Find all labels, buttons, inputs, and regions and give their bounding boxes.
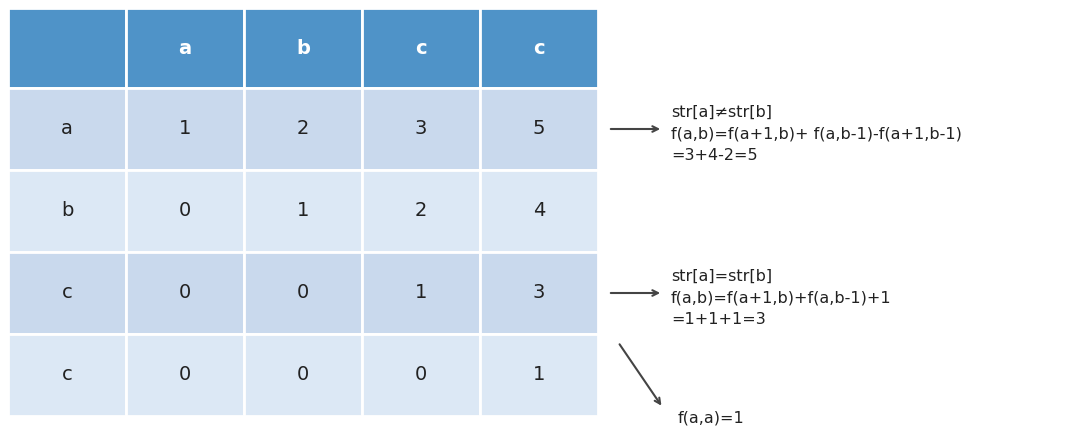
Text: 0: 0 — [179, 365, 191, 385]
Text: 0: 0 — [179, 201, 191, 221]
Text: a: a — [179, 38, 191, 58]
Bar — [7, 170, 126, 252]
Text: =1+1+1=3: =1+1+1=3 — [671, 313, 765, 327]
Text: c: c — [62, 283, 73, 303]
Bar — [126, 334, 244, 416]
Text: str[a]≠str[b]: str[a]≠str[b] — [671, 105, 772, 119]
Bar — [244, 8, 362, 88]
Bar — [362, 334, 480, 416]
Bar — [480, 8, 598, 88]
Text: =3+4-2=5: =3+4-2=5 — [671, 149, 758, 164]
Bar — [362, 252, 480, 334]
Text: 3: 3 — [532, 283, 545, 303]
Bar — [7, 88, 126, 170]
Bar — [244, 88, 362, 170]
Bar — [480, 334, 598, 416]
Text: 0: 0 — [297, 283, 309, 303]
Text: a: a — [61, 119, 73, 139]
Bar — [244, 252, 362, 334]
Text: 2: 2 — [415, 201, 428, 221]
Text: 4: 4 — [532, 201, 545, 221]
Text: 0: 0 — [297, 365, 309, 385]
Text: c: c — [415, 38, 427, 58]
Text: 1: 1 — [179, 119, 191, 139]
Bar — [362, 8, 480, 88]
Text: 5: 5 — [532, 119, 545, 139]
Text: 1: 1 — [532, 365, 545, 385]
Bar — [7, 334, 126, 416]
Text: f(a,a)=1: f(a,a)=1 — [678, 411, 745, 426]
Bar — [244, 170, 362, 252]
Text: str[a]=str[b]: str[a]=str[b] — [671, 269, 772, 283]
Bar — [480, 252, 598, 334]
Bar — [7, 252, 126, 334]
Bar — [126, 252, 244, 334]
Bar — [480, 170, 598, 252]
Text: b: b — [61, 201, 73, 221]
Text: c: c — [62, 365, 73, 385]
Text: f(a,b)=f(a+1,b)+ f(a,b-1)-f(a+1,b-1): f(a,b)=f(a+1,b)+ f(a,b-1)-f(a+1,b-1) — [671, 126, 962, 142]
Text: 3: 3 — [415, 119, 428, 139]
Bar — [126, 88, 244, 170]
Bar — [480, 88, 598, 170]
Text: 1: 1 — [415, 283, 428, 303]
Text: 2: 2 — [297, 119, 309, 139]
Text: 1: 1 — [297, 201, 309, 221]
Bar — [126, 8, 244, 88]
Text: 0: 0 — [179, 283, 191, 303]
Bar — [126, 170, 244, 252]
Text: 0: 0 — [415, 365, 428, 385]
Bar — [362, 88, 480, 170]
Text: c: c — [533, 38, 545, 58]
Bar — [244, 334, 362, 416]
Bar — [7, 8, 126, 88]
Text: f(a,b)=f(a+1,b)+f(a,b-1)+1: f(a,b)=f(a+1,b)+f(a,b-1)+1 — [671, 290, 892, 306]
Bar — [362, 170, 480, 252]
Text: b: b — [296, 38, 310, 58]
